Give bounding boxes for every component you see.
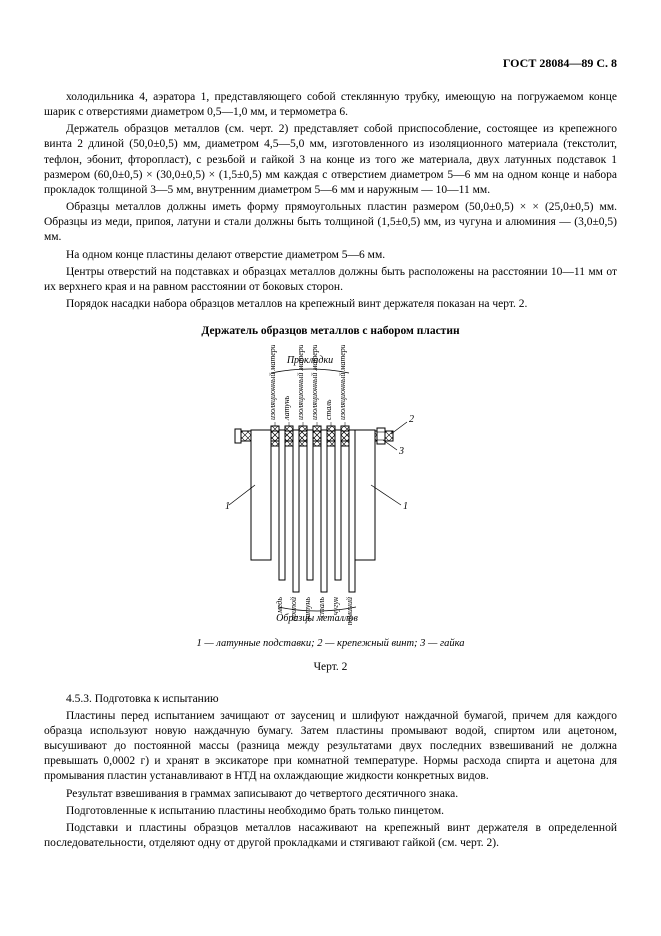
svg-text:3: 3 [398, 446, 404, 457]
svg-text:алюминий: алюминий [345, 597, 354, 625]
svg-text:припой: припой [289, 597, 298, 621]
paragraph-11: Подставки и пластины образцов металлов н… [44, 821, 617, 851]
paragraph-8: Пластины перед испытанием зачищают от за… [44, 709, 617, 785]
paragraph-7: 4.5.3. Подготовка к испытанию [44, 692, 617, 707]
svg-text:изоляционный материал: изоляционный материал [296, 345, 305, 420]
figure-legend: 1 — латунные подставки; 2 — крепежный ви… [196, 638, 464, 649]
svg-text:1: 1 [403, 501, 408, 512]
paragraph-5: Центры отверстий на подставках и образца… [44, 265, 617, 295]
svg-text:1: 1 [225, 501, 230, 512]
paragraph-2: Держатель образцов металлов (см. черт. 2… [44, 122, 617, 198]
paragraph-6: Порядок насадки набора образцов металлов… [44, 297, 617, 312]
svg-text:чугун: чугун [331, 597, 340, 615]
figure-title: Держатель образцов металлов с набором пл… [44, 324, 617, 339]
figure-number: Черт. 2 [44, 660, 617, 675]
figure-diagram: Прокладкиизоляционный материаллатуньизол… [44, 345, 617, 630]
paragraph-10: Подготовленные к испытанию пластины необ… [44, 804, 617, 819]
paragraph-3: Образцы металлов должны иметь форму прям… [44, 200, 617, 246]
figure-caption: 1 — латунные подставки; 2 — крепежный ви… [44, 637, 617, 651]
svg-text:изоляционный материал: изоляционный материал [268, 345, 277, 420]
svg-text:2: 2 [409, 414, 414, 425]
paragraph-4: На одном конце пластины делают отверстие… [44, 248, 617, 263]
svg-text:сталь: сталь [324, 399, 333, 420]
paragraph-1: холодильника 4, аэратора 1, представляющ… [44, 90, 617, 120]
page-header: ГОСТ 28084—89 С. 8 [44, 56, 617, 72]
svg-text:медь: медь [275, 597, 284, 615]
paragraph-9: Результат взвешивания в граммах записыва… [44, 787, 617, 802]
svg-text:изоляционный материал: изоляционный материал [310, 345, 319, 420]
svg-text:сталь: сталь [317, 597, 326, 618]
svg-text:латунь: латунь [303, 597, 312, 623]
svg-text:изоляционный материал: изоляционный материал [338, 345, 347, 420]
svg-text:латунь: латунь [282, 396, 291, 422]
